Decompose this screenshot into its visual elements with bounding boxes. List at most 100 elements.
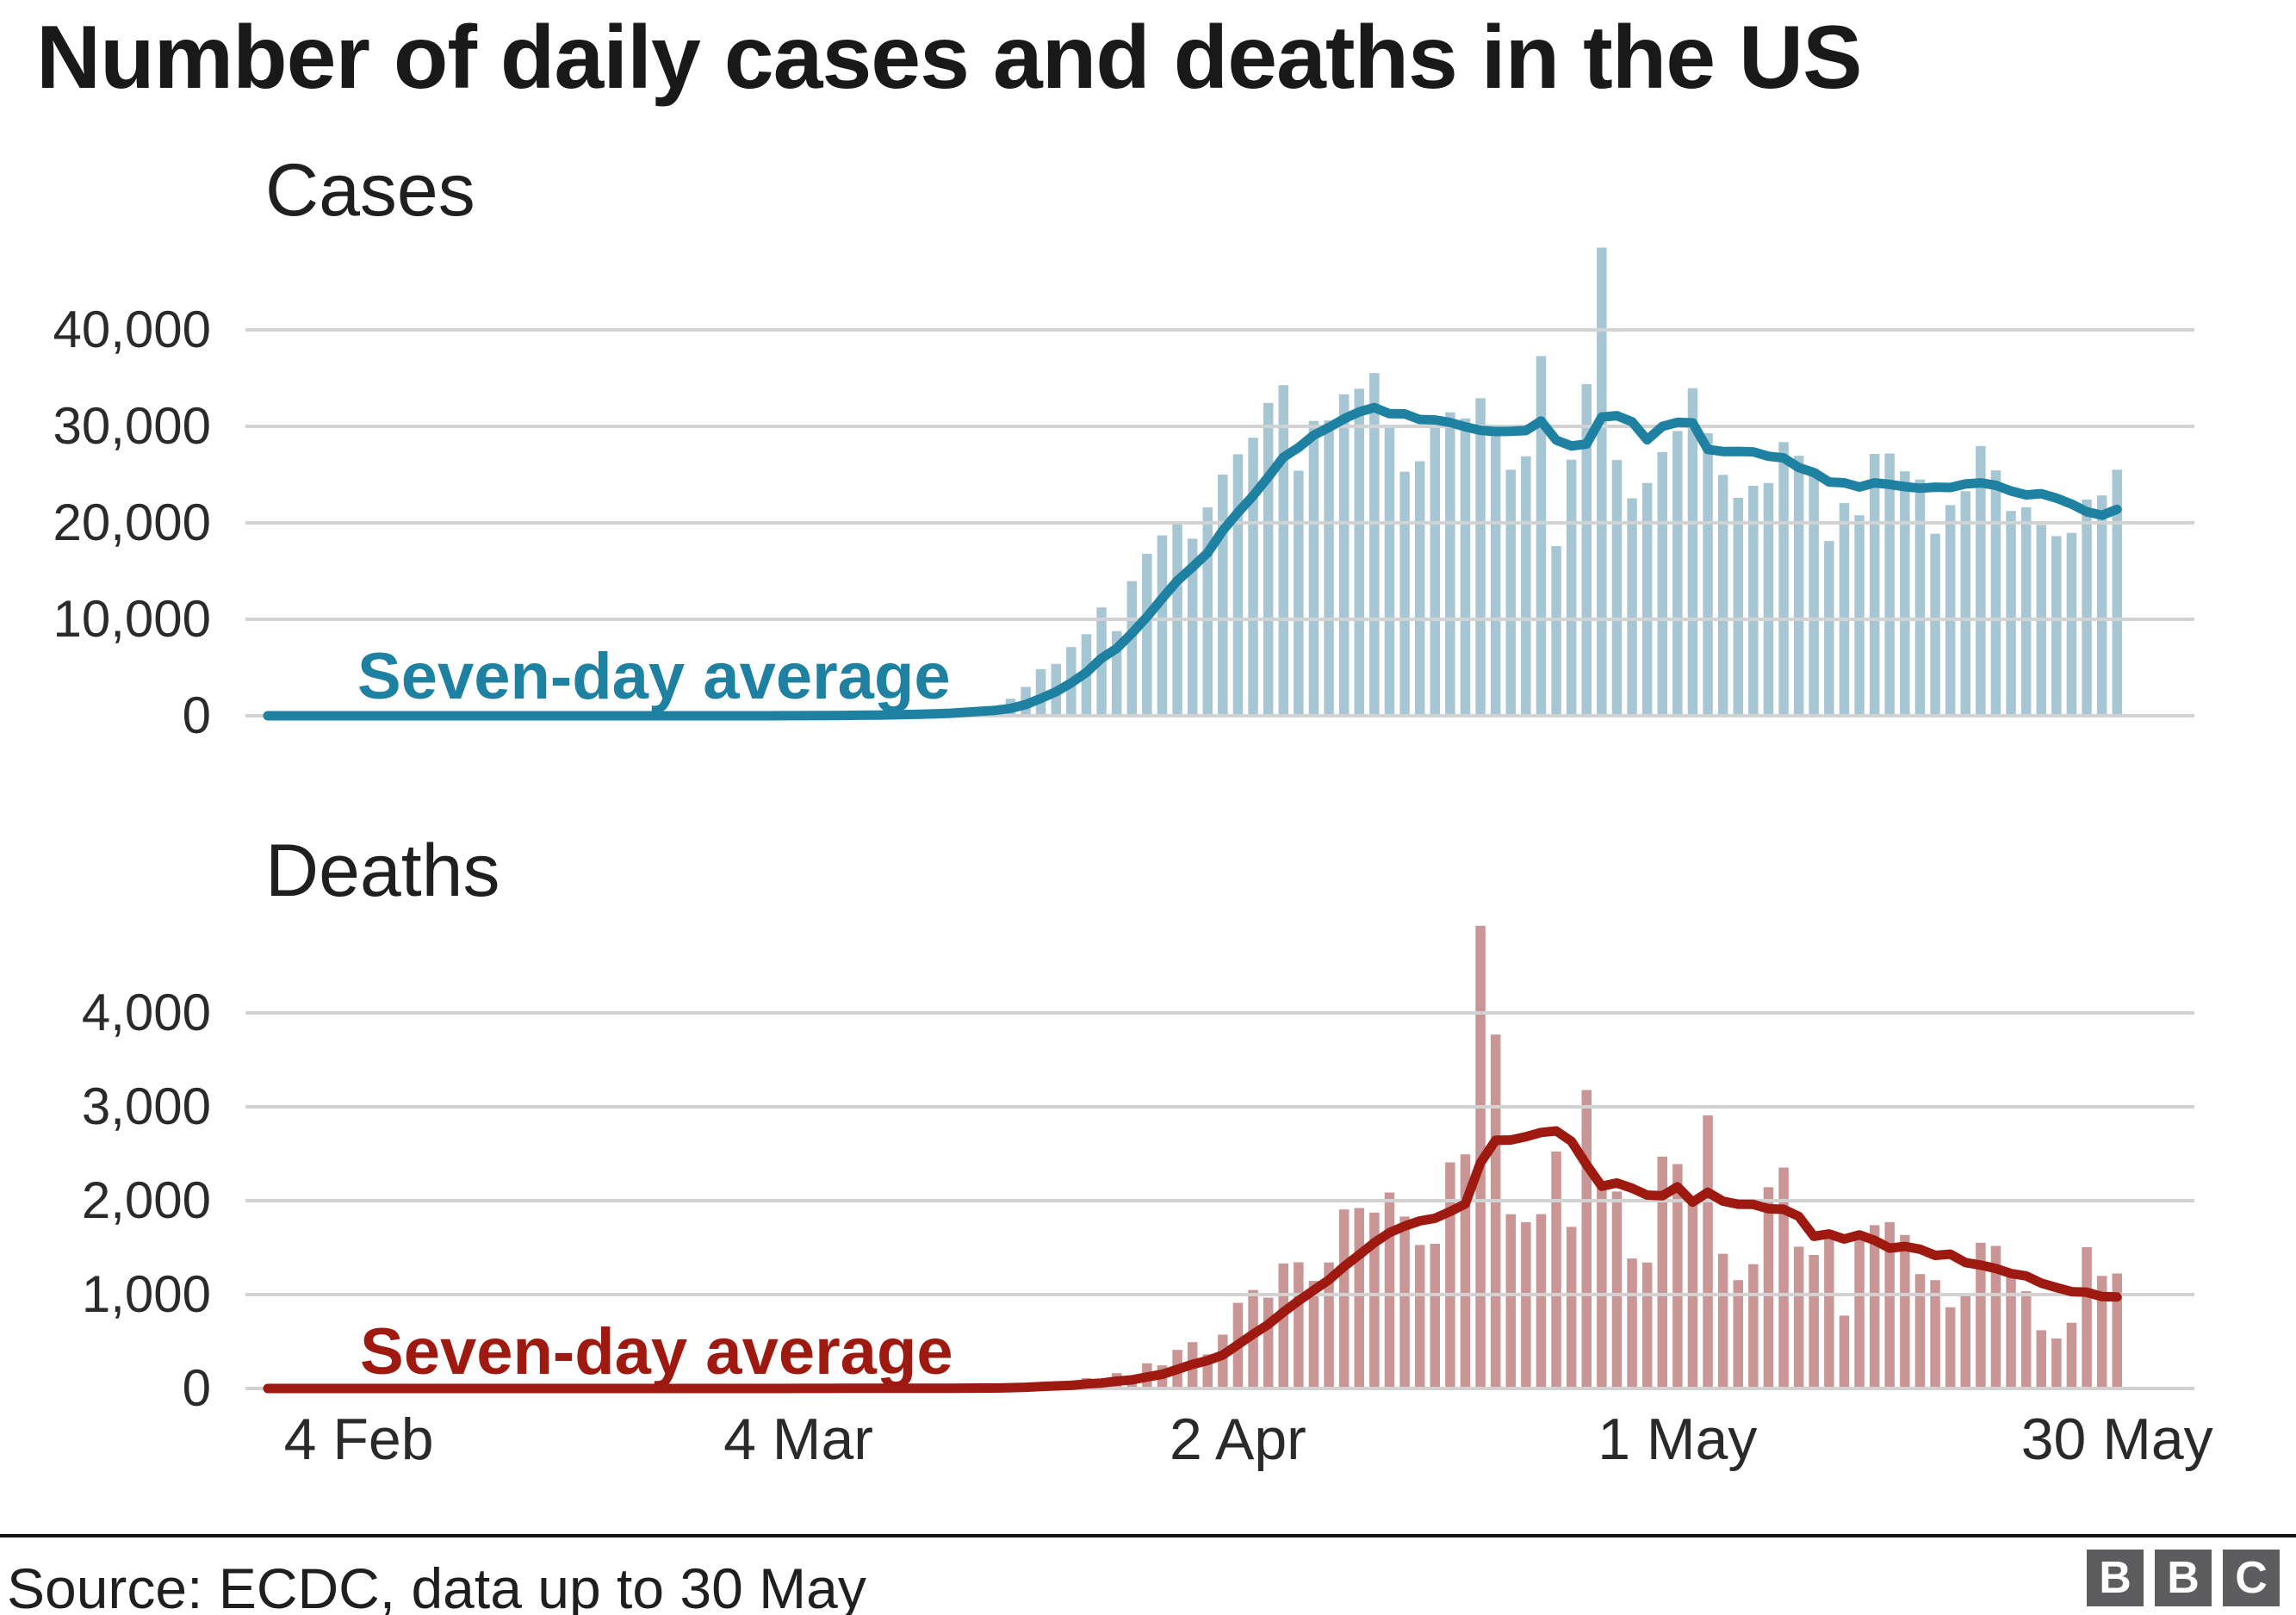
cases-bar xyxy=(1641,482,1653,716)
deaths-bar xyxy=(1748,1264,1759,1388)
deaths-bar xyxy=(1869,1225,1880,1388)
cases-bar xyxy=(1703,433,1713,716)
cases-bar xyxy=(1733,498,1743,716)
deaths-bar xyxy=(2051,1339,2062,1388)
cases-bar xyxy=(1414,461,1425,716)
page-title: Number of daily cases and deaths in the … xyxy=(36,8,1862,108)
cases-bar xyxy=(1581,383,1592,716)
cases-bar xyxy=(1308,420,1319,716)
cases-seven-day-average-line xyxy=(263,402,2122,721)
deaths-bar xyxy=(1414,1245,1425,1388)
cases-bar xyxy=(1475,398,1486,716)
deaths-bars xyxy=(748,925,2122,1388)
deaths-seven-day-average-line xyxy=(263,1126,2122,1394)
deaths-bar xyxy=(1384,1192,1395,1388)
cases-bar xyxy=(1324,420,1334,716)
cases-bar xyxy=(2112,469,2122,716)
x-tick-label: 4 Mar xyxy=(723,1407,873,1472)
cases-bar xyxy=(1597,247,1607,716)
cases-bar xyxy=(1717,475,1728,716)
cases-y-tick-label: 40,000 xyxy=(53,301,211,358)
source-text: Source: ECDC, data up to 30 May xyxy=(7,1556,866,1615)
cases-bar xyxy=(1248,438,1258,716)
cases-bar xyxy=(1445,412,1455,716)
deaths-bar xyxy=(1218,1334,1228,1388)
deaths-bar xyxy=(1460,1154,1471,1388)
deaths-bar xyxy=(1914,1274,1926,1388)
cases-bar xyxy=(1884,453,1895,716)
cases-bar xyxy=(1809,469,1819,716)
deaths-y-tick-label: 1,000 xyxy=(81,1265,211,1323)
deaths-bar xyxy=(1657,1156,1667,1388)
cases-bar xyxy=(1505,469,1516,716)
cases-bar xyxy=(2006,511,2016,716)
deaths-bar xyxy=(1809,1255,1819,1388)
cases-bars xyxy=(717,247,2122,716)
deaths-bar xyxy=(1505,1214,1516,1388)
x-tick-label: 30 May xyxy=(2020,1407,2213,1472)
cases-bar xyxy=(1748,486,1759,716)
deaths-bar xyxy=(1976,1242,1986,1388)
cases-bar xyxy=(2020,506,2032,716)
cases-bar xyxy=(1793,456,1804,716)
cases-bar xyxy=(1566,459,1577,716)
deaths-bar xyxy=(1854,1235,1865,1388)
cases-bar xyxy=(1976,445,1986,716)
cases-bar xyxy=(1824,541,1834,716)
deaths-y-tick-label: 0 xyxy=(182,1359,211,1417)
cases-bar xyxy=(1627,498,1637,716)
deaths-bar xyxy=(1369,1212,1380,1388)
deaths-bar xyxy=(1900,1234,1910,1388)
deaths-bar xyxy=(1627,1258,1637,1388)
cases-bar xyxy=(1763,482,1774,716)
cases-bar xyxy=(1611,460,1623,716)
deaths-bar xyxy=(1551,1151,1561,1388)
cases-y-tick-label: 10,000 xyxy=(53,590,211,648)
deaths-bar xyxy=(1490,1034,1501,1388)
deaths-bar xyxy=(2082,1247,2092,1388)
deaths-bar xyxy=(2020,1291,2032,1388)
deaths-bar xyxy=(1778,1167,1789,1388)
cases-bar xyxy=(1035,668,1046,716)
cases-bar xyxy=(1930,533,1940,716)
footer-divider xyxy=(0,1534,2296,1537)
deaths-bar xyxy=(1445,1162,1455,1388)
cases-bar xyxy=(1490,436,1501,716)
deaths-bar xyxy=(1703,1115,1713,1388)
deaths-bar xyxy=(1536,1214,1547,1388)
cases-bar xyxy=(1111,630,1122,716)
deaths-bar xyxy=(1945,1307,1956,1388)
cases-bar xyxy=(1354,388,1364,716)
deaths-bar xyxy=(1202,1354,1213,1388)
deaths-bar xyxy=(1294,1262,1304,1388)
deaths-y-tick-label: 3,000 xyxy=(81,1078,211,1135)
deaths-gridlines xyxy=(245,1011,2194,1390)
x-tick-label: 4 Feb xyxy=(283,1407,434,1472)
deaths-chart-title: Deaths xyxy=(265,829,500,912)
deaths-bar xyxy=(1763,1187,1774,1388)
deaths-y-tick-label: 2,000 xyxy=(81,1171,211,1229)
cases-bar xyxy=(1551,546,1561,716)
cases-bar xyxy=(1430,423,1440,716)
cases-bar xyxy=(2082,500,2092,716)
deaths-bar xyxy=(1839,1315,1850,1388)
cases-bar xyxy=(1687,388,1698,716)
cases-bar xyxy=(1126,581,1137,716)
bbc-logo-letter: B xyxy=(2167,1553,2200,1603)
cases-chart-title: Cases xyxy=(265,149,475,232)
cases-bar xyxy=(1187,538,1198,716)
deaths-bar xyxy=(1641,1262,1653,1388)
cases-bar xyxy=(1460,418,1471,716)
cases-seven-day-average-label: Seven-day average xyxy=(357,640,951,713)
cases-bar xyxy=(1914,479,1926,716)
deaths-bar xyxy=(1884,1221,1895,1388)
deaths-bar xyxy=(1566,1227,1577,1388)
deaths-bar xyxy=(1354,1208,1364,1388)
bbc-logo-block: B xyxy=(2087,1550,2144,1606)
deaths-y-tick-label: 4,000 xyxy=(81,984,211,1041)
bbc-logo-block: B xyxy=(2155,1550,2212,1606)
cases-bar xyxy=(1839,503,1850,716)
